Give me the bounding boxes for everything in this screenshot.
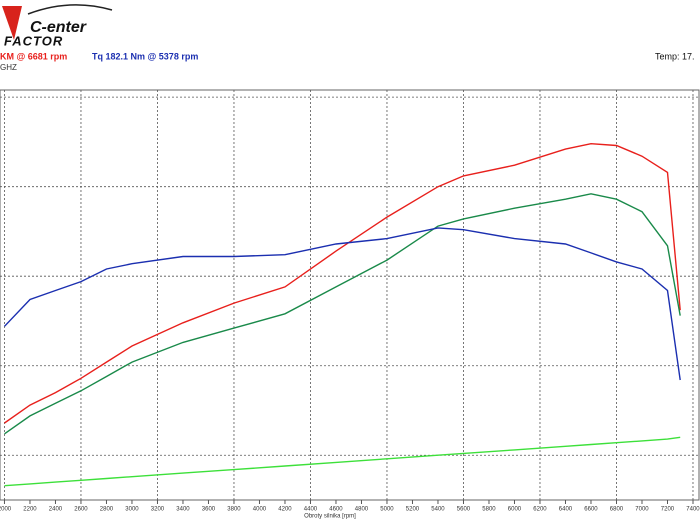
logo-mark: [2, 6, 22, 40]
x-tick-label: 4200: [278, 507, 292, 513]
x-tick-label: 7400: [686, 507, 700, 513]
sub-label: GHZ: [0, 63, 17, 72]
x-tick-label: 2200: [23, 507, 37, 513]
x-tick-label: 6200: [533, 507, 547, 513]
x-tick-label: 7200: [661, 507, 675, 513]
plot-frame: [0, 89, 700, 501]
x-tick-label: 3800: [227, 507, 241, 513]
x-tick-label: 3000: [125, 507, 139, 513]
logo-text: FACTOR: [4, 33, 63, 48]
x-tick-label: 6000: [508, 507, 522, 513]
temp-label: Temp: 17.: [655, 51, 695, 61]
x-tick-label: 5200: [406, 507, 420, 513]
x-tick-label: 5000: [380, 507, 394, 513]
series-line: [4, 193, 681, 435]
series-line: [4, 436, 681, 487]
x-tick-label: 3200: [151, 507, 165, 513]
logo: C-enter FACTOR: [2, 4, 113, 48]
logo-text: C-enter: [30, 19, 87, 36]
x-tick-label: 2800: [100, 507, 114, 513]
x-tick-label: 6400: [559, 507, 573, 513]
x-tick-label: 2600: [74, 507, 88, 513]
x-tick-label: 2000: [0, 507, 12, 513]
power-label: KM @ 6681 rpm: [0, 51, 67, 61]
logo-swoosh: [27, 4, 113, 15]
torque-label: Tq 182.1 Nm @ 5378 rpm: [92, 51, 198, 61]
x-tick-label: 4800: [355, 507, 369, 513]
x-tick-label: 6600: [584, 507, 598, 513]
x-tick-label: 6800: [610, 507, 624, 513]
series-line: [3, 227, 681, 381]
x-tick-label: 3400: [176, 507, 190, 513]
x-tick-label: 2400: [49, 507, 63, 513]
x-tick-label: 4600: [329, 507, 343, 513]
series-line: [4, 142, 681, 424]
x-tick-label: 5600: [457, 507, 471, 513]
x-tick-label: 4000: [253, 507, 267, 513]
x-tick-label: 5800: [482, 507, 496, 513]
x-tick-label: 3600: [202, 507, 216, 513]
x-axis-label: Obroty silnika [rpm]: [304, 514, 356, 520]
x-tick-label: 7000: [635, 507, 649, 513]
x-tick-label: 4400: [304, 507, 318, 513]
x-tick-label: 5400: [431, 507, 445, 513]
